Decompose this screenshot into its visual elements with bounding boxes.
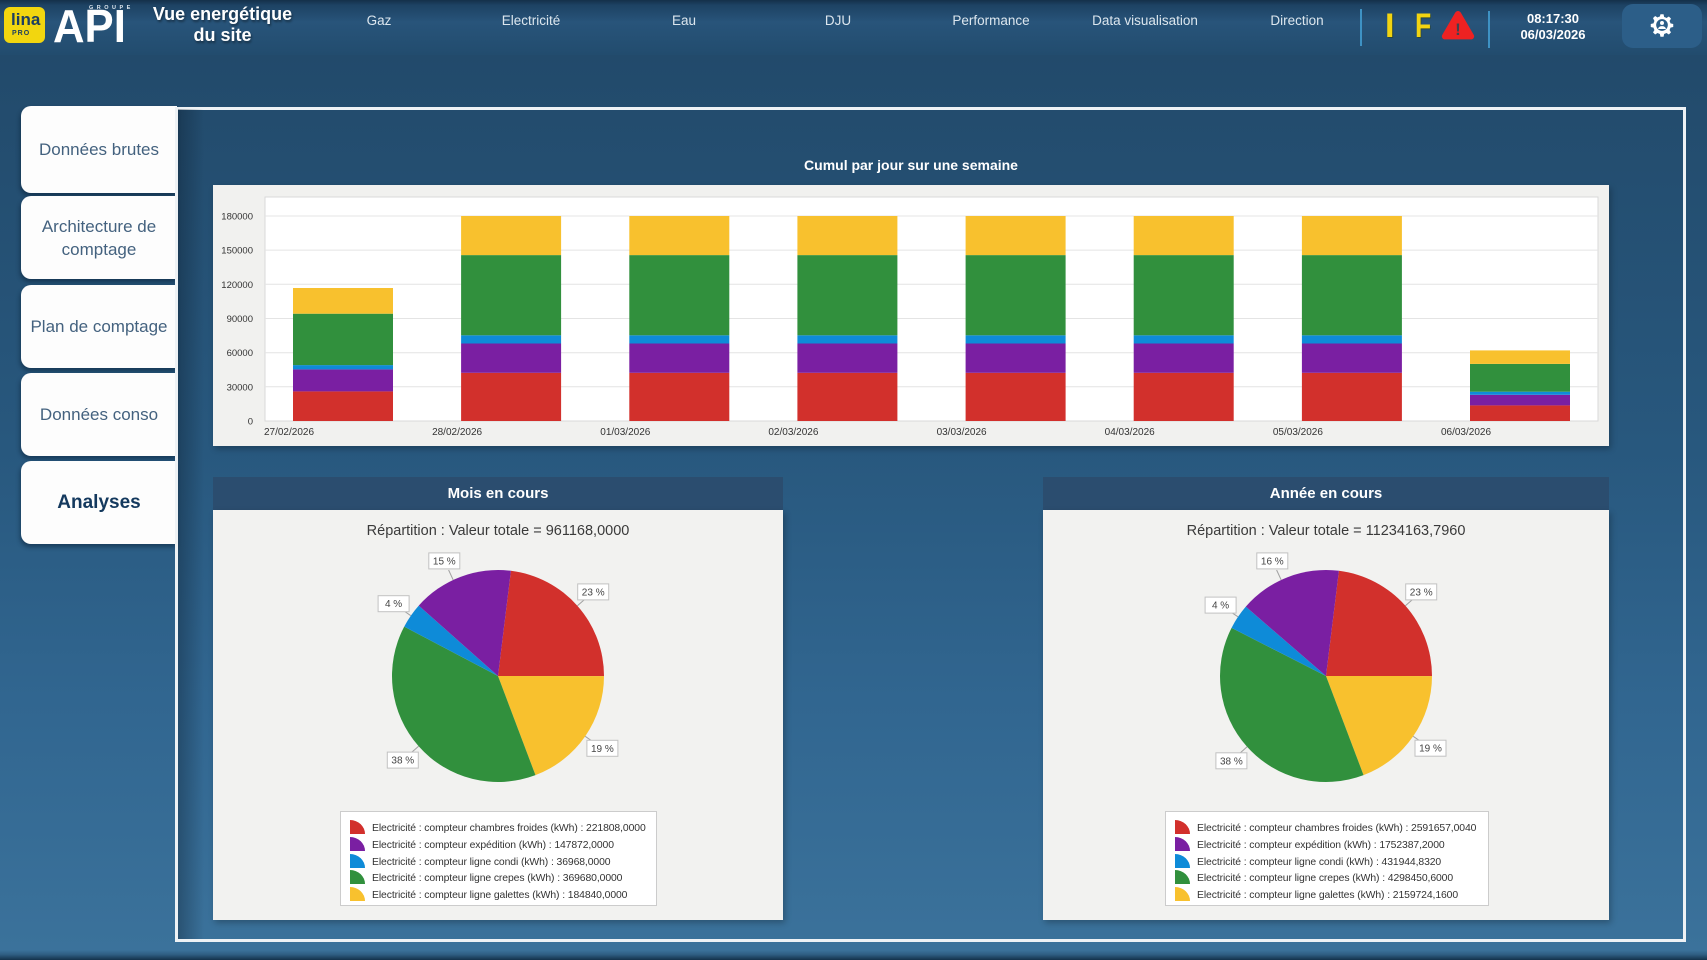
svg-text:150000: 150000 [221, 246, 253, 257]
svg-text:03/03/2026: 03/03/2026 [937, 427, 987, 438]
svg-text:4 %: 4 % [385, 599, 402, 610]
svg-text:05/03/2026: 05/03/2026 [1273, 427, 1323, 438]
svg-text:28/02/2026: 28/02/2026 [432, 427, 482, 438]
svg-text:4 %: 4 % [1212, 601, 1229, 612]
svg-text:06/03/2026: 06/03/2026 [1441, 427, 1491, 438]
svg-text:180000: 180000 [221, 212, 253, 223]
svg-text:02/03/2026: 02/03/2026 [768, 427, 818, 438]
svg-text:60000: 60000 [227, 348, 253, 359]
svg-text:27/02/2026: 27/02/2026 [264, 427, 314, 438]
svg-text:19 %: 19 % [1419, 744, 1442, 755]
svg-text:38 %: 38 % [391, 756, 414, 767]
svg-text:!: ! [1455, 20, 1461, 39]
svg-text:15 %: 15 % [433, 556, 456, 567]
svg-text:120000: 120000 [221, 280, 253, 291]
svg-text:04/03/2026: 04/03/2026 [1105, 427, 1155, 438]
svg-text:38 %: 38 % [1220, 756, 1243, 767]
svg-text:30000: 30000 [227, 382, 253, 393]
svg-text:01/03/2026: 01/03/2026 [600, 427, 650, 438]
svg-text:0: 0 [248, 417, 253, 428]
svg-text:23 %: 23 % [582, 587, 605, 598]
svg-text:16 %: 16 % [1261, 556, 1284, 567]
svg-text:19 %: 19 % [591, 744, 614, 755]
svg-text:90000: 90000 [227, 314, 253, 325]
svg-text:23 %: 23 % [1410, 587, 1433, 598]
